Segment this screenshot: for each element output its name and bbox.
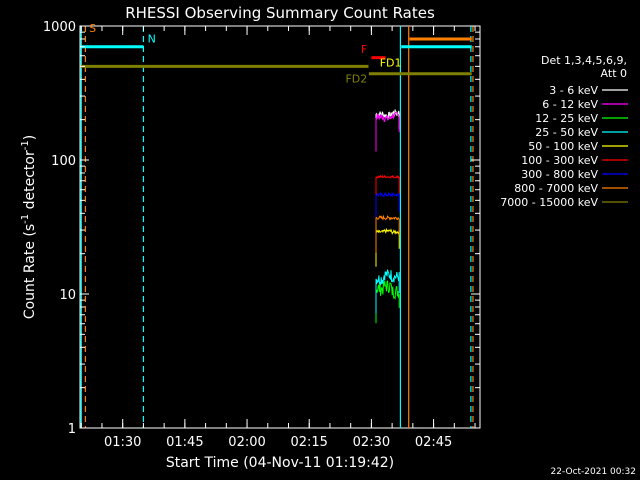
series-25-50-kev (375, 269, 400, 314)
legend-label: 800 - 7000 keV (514, 182, 598, 195)
legend-label: 25 - 50 keV (535, 126, 598, 139)
y-label-sup1: -1 (20, 214, 31, 224)
timestamp: 22-Oct-2021 00:32 (551, 467, 636, 477)
legend-label: 50 - 100 keV (528, 140, 598, 153)
night-flag-label: N (148, 33, 156, 46)
y-label-sup2: -1 (20, 140, 31, 150)
series-300-800-kev (375, 191, 400, 230)
y-label-main: Count Rate (s (22, 224, 38, 319)
legend-label: 7000 - 15000 keV (500, 196, 598, 209)
y-label-mid: detector (22, 150, 38, 214)
chart-marks: S N F FD1 FD2 (80, 22, 474, 428)
y-axis-label: Count Rate (s-1 detector-1) (20, 135, 38, 319)
y-tick-label: 1 (68, 422, 76, 437)
fd2-flag-label: FD2 (345, 72, 367, 85)
chart-title: RHESSI Observing Summary Count Rates (125, 4, 435, 22)
legend-label: 3 - 6 keV (549, 84, 598, 97)
x-tick-label: 02:45 (415, 435, 452, 450)
series-800-7000-kev (375, 214, 400, 253)
y-tick-label: 100 (51, 154, 76, 169)
y-tick-label: 10 (59, 288, 76, 303)
x-axis: 01:30 01:45 02:00 02:15 02:30 02:45 (80, 26, 476, 450)
series-12-25-kev (375, 280, 400, 324)
legend-label: 12 - 25 keV (535, 112, 598, 125)
y-axis: 1 10 100 1000 (43, 20, 480, 437)
legend-title-line2: Att 0 (601, 67, 627, 80)
x-tick-label: 01:45 (166, 435, 203, 450)
legend-label: 6 - 12 keV (542, 98, 598, 111)
legend-title-line1: Det 1,3,4,5,6,9, (541, 54, 627, 67)
plot-frame (79, 25, 481, 429)
fd1-flag-label: FD1 (380, 56, 402, 69)
flare-flag-label: F (361, 43, 367, 56)
legend-label: 100 - 300 keV (521, 154, 598, 167)
y-label-end: ) (22, 135, 38, 140)
legend-label: 300 - 800 keV (521, 168, 598, 181)
y-tick-label: 1000 (43, 20, 76, 35)
series-50-100-kev (375, 227, 400, 267)
saa-flag-label: S (89, 22, 96, 35)
series-6-12-kev (375, 111, 400, 152)
x-tick-label: 01:30 (104, 435, 141, 450)
series-100-300-kev (375, 174, 400, 212)
x-tick-label: 02:30 (353, 435, 390, 450)
x-axis-label: Start Time (04-Nov-11 01:19:42) (166, 455, 394, 471)
x-tick-label: 02:00 (228, 435, 265, 450)
x-tick-label: 02:15 (290, 435, 327, 450)
